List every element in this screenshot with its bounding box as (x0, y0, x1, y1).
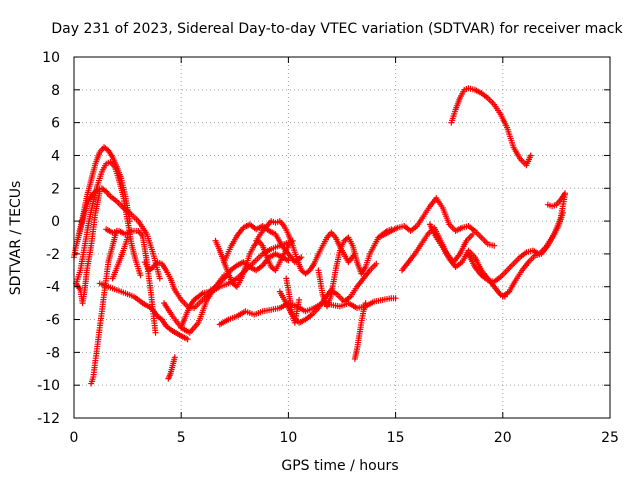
axis-ticks: 0 5 10 15 20 25 -12 -10 -8 -6 -4 -2 0 2 4 6 8 10 (37, 50, 619, 446)
y-tick-label: -2 (46, 247, 60, 263)
y-tick-label: 0 (51, 214, 60, 230)
series-arc-20 (351, 300, 369, 362)
x-tick-label: 10 (279, 430, 297, 446)
data-points (283, 275, 303, 326)
series-arc-25 (499, 191, 568, 300)
y-tick-label: 8 (51, 83, 60, 99)
data-points (96, 280, 191, 343)
y-tick-label: -10 (37, 378, 60, 394)
series-arc-13 (212, 237, 296, 290)
data-points (109, 234, 131, 282)
data-points (544, 190, 568, 210)
series-arc-04 (73, 188, 103, 307)
y-axis-label: SDTVAR / TECUs (8, 181, 24, 296)
y-tick-label: 6 (51, 116, 60, 132)
x-tick-label: 25 (601, 430, 619, 446)
data-points (351, 300, 369, 362)
chart-title: Day 231 of 2023, Sidereal Day-to-day VTE… (51, 21, 623, 37)
data-points (88, 227, 120, 387)
x-tick-label: 5 (177, 430, 186, 446)
y-tick-label: -12 (37, 411, 60, 427)
y-tick-label: -6 (46, 313, 60, 329)
series-arc-07 (96, 280, 191, 343)
data-points (73, 188, 103, 307)
series-arc-08 (109, 234, 131, 282)
y-tick-label: -4 (46, 280, 60, 296)
x-tick-label: 0 (70, 430, 79, 446)
series-arc-27 (544, 190, 568, 210)
data-points (253, 218, 358, 277)
data-points (212, 237, 296, 290)
data-points (448, 85, 534, 169)
series-arc-11 (165, 354, 178, 382)
y-tick-label: 4 (51, 148, 60, 164)
data-points (499, 191, 568, 300)
series-arc-26 (448, 85, 534, 169)
data-points (165, 354, 178, 382)
y-tick-label: 10 (42, 50, 60, 66)
series-arc-12 (178, 250, 292, 331)
series-arc-19 (315, 226, 395, 310)
data-points (178, 250, 292, 331)
series-arc-18 (283, 275, 303, 326)
data-series (71, 85, 568, 387)
data-points (315, 226, 395, 310)
y-tick-label: -8 (46, 345, 60, 361)
x-tick-label: 20 (494, 430, 512, 446)
series-arc-16 (253, 218, 358, 277)
data-points (375, 195, 498, 249)
y-tick-label: 2 (51, 181, 60, 197)
x-axis-label: GPS time / hours (281, 458, 398, 474)
plot-frame (73, 56, 611, 419)
series-arc-05 (88, 227, 120, 387)
series-arc-21 (375, 195, 498, 249)
x-tick-label: 15 (387, 430, 405, 446)
